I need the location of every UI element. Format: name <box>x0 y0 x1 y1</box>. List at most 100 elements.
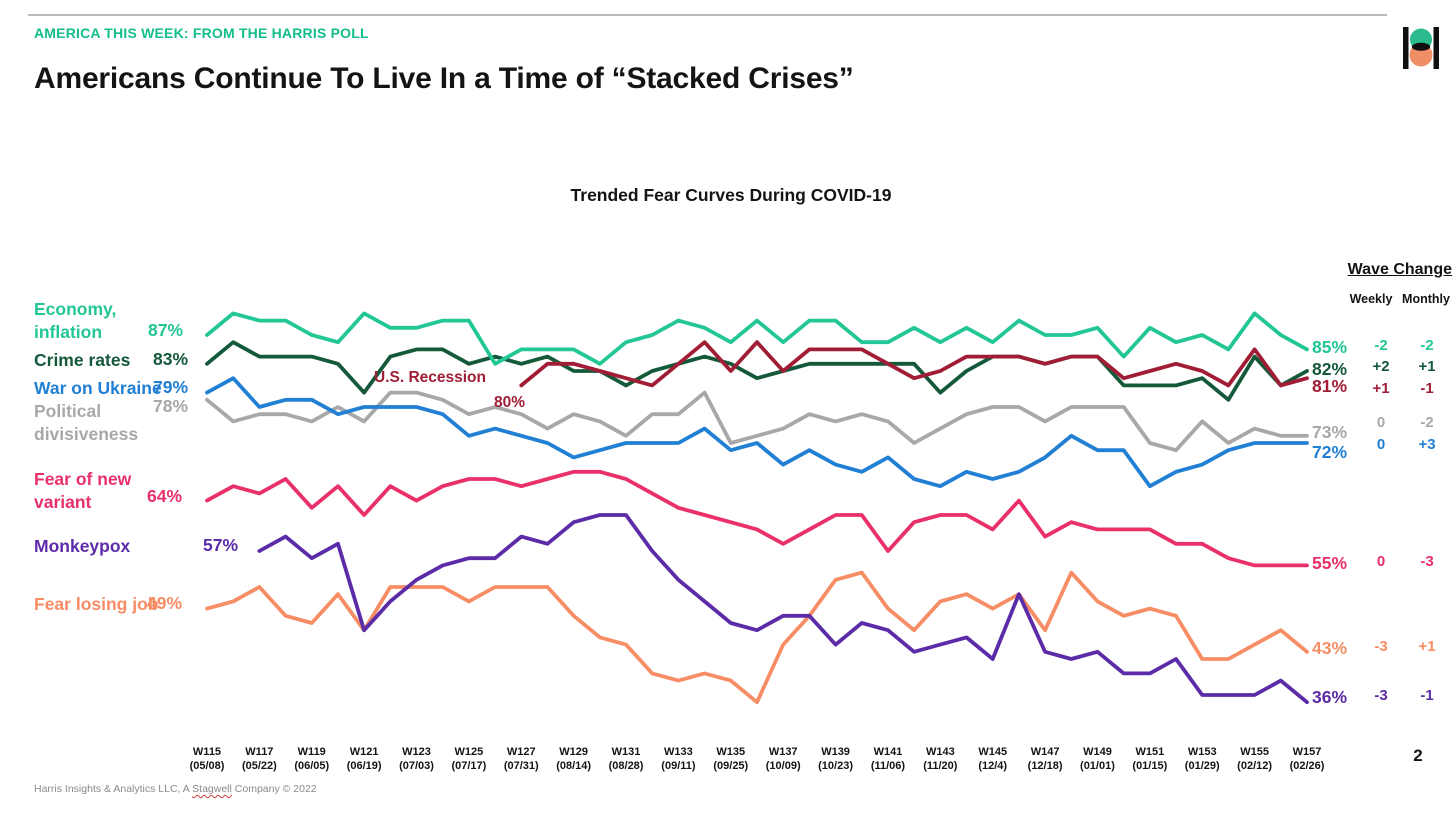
weekly-change-economy-inflation: -2 <box>1374 337 1388 354</box>
source-stagwell: Stagwell <box>192 783 232 795</box>
x-axis-date-label: (11/20) <box>923 760 958 772</box>
economy-inflation-line <box>205 311 1309 366</box>
x-axis-week-label: W157 <box>1292 746 1322 758</box>
x-axis-tick-W115: W115 (05/08) <box>175 745 239 773</box>
start-value-economy-inflation: 87% <box>148 320 184 340</box>
legend-label-monkeypox: Monkeypox <box>34 535 130 558</box>
start-value-political-divisiveness: 78% <box>153 396 189 416</box>
monkeypox-line <box>257 513 1309 705</box>
x-axis-week-label: W117 <box>245 746 274 758</box>
start-value-fear-of-new-variant: 64% <box>147 486 183 506</box>
harris-poll-logo-icon <box>1402 27 1440 69</box>
legend-label-war-on-ukraine: War on Ukraine <box>34 377 162 400</box>
legend-label-fear-losing-job: Fear losing job <box>34 593 158 616</box>
end-value-war-on-ukraine: 72% <box>1312 442 1348 462</box>
monthly-change-war-on-ukraine: +3 <box>1418 436 1436 453</box>
x-axis-tick-W145: W145 (12/4) <box>961 745 1025 773</box>
x-axis-tick-W127: W127 (07/31) <box>489 745 553 773</box>
x-axis-date-label: (02/26) <box>1289 760 1325 772</box>
x-axis-week-label: W127 <box>506 746 536 758</box>
x-axis-date-label: (11/06) <box>870 760 906 772</box>
legend-label-economy-inflation: Economy, inflation <box>34 298 116 344</box>
x-axis-date-label: (06/05) <box>294 760 330 772</box>
x-axis-date-label: (07/17) <box>451 760 487 772</box>
x-axis-date-label: (07/31) <box>503 760 539 772</box>
start-value-monkeypox: 57% <box>203 535 239 555</box>
weekly-change-fear-of-new-variant: 0 <box>1376 553 1386 570</box>
x-axis-date-label: (12/4) <box>978 760 1008 772</box>
legend-label-line: divisiveness <box>34 424 139 444</box>
weekly-change-crime-rates: +2 <box>1372 358 1390 375</box>
legend-label-fear-of-new-variant: Fear of new variant <box>34 468 131 514</box>
legend-label-line: Economy, <box>34 299 117 319</box>
wave-change-weekly-column: Weekly <box>1349 292 1393 306</box>
x-axis-tick-W133: W133 (09/11) <box>646 745 710 773</box>
x-axis-week-label: W141 <box>873 746 903 758</box>
weekly-change-political-divisiveness: 0 <box>1376 414 1386 431</box>
x-axis-date-label: (07/03) <box>399 760 434 772</box>
monthly-change-economy-inflation: -2 <box>1420 337 1434 354</box>
us-recession-line <box>519 340 1309 388</box>
page-title: Americans Continue To Live In a Time of … <box>34 62 854 95</box>
x-axis-week-label: W121 <box>349 746 379 758</box>
start-value-crime-rates: 83% <box>153 349 189 369</box>
monthly-change-fear-of-new-variant: -3 <box>1420 553 1434 570</box>
x-axis-tick-W125: W125 (07/17) <box>437 745 501 773</box>
legend-label-line: Monkeypox <box>34 536 131 556</box>
legend-label-political-divisiveness: Political divisiveness <box>34 400 138 446</box>
x-axis-tick-W151: W151 (01/15) <box>1118 745 1182 773</box>
war-on-ukraine-line <box>205 376 1309 489</box>
x-axis-week-label: W145 <box>978 746 1008 758</box>
x-axis-date-label: (08/28) <box>608 760 644 772</box>
monthly-change-political-divisiveness: -2 <box>1420 414 1434 431</box>
x-axis-tick-W147: W147 (12/18) <box>1013 745 1077 773</box>
monthly-change-crime-rates: +1 <box>1418 358 1436 375</box>
legend-label-line: Political <box>34 401 102 421</box>
x-axis-week-label: W153 <box>1187 746 1217 758</box>
x-axis-tick-W117: W117 (05/22) <box>227 745 291 773</box>
end-value-political-divisiveness: 73% <box>1312 422 1348 442</box>
x-axis-week-label: W119 <box>297 746 326 758</box>
end-value-monkeypox: 36% <box>1312 687 1348 707</box>
fear-of-new-variant-line <box>205 469 1309 568</box>
weekly-change-war-on-ukraine: 0 <box>1376 436 1386 453</box>
x-axis-tick-W149: W149 (01/01) <box>1065 745 1129 773</box>
crime-rates-line <box>205 340 1309 402</box>
end-value-crime-rates: 82% <box>1312 359 1348 379</box>
x-axis-date-label: (05/22) <box>241 760 277 772</box>
legend-label-line: Fear losing job <box>34 594 159 614</box>
x-axis-week-label: W135 <box>716 746 746 758</box>
x-axis-week-label: W133 <box>664 746 693 758</box>
monthly-change-fear-losing-job: +1 <box>1418 638 1436 655</box>
x-axis-tick-W157: W157 (02/26) <box>1275 745 1339 773</box>
x-axis-week-label: W143 <box>925 746 955 758</box>
x-axis-tick-W135: W135 (09/25) <box>699 745 763 773</box>
political-divisiveness-line <box>205 390 1309 453</box>
weekly-change-fear-losing-job: -3 <box>1374 638 1388 655</box>
x-axis-tick-W131: W131 (08/28) <box>594 745 658 773</box>
source-attribution: Harris Insights & Analytics LLC, A Stagw… <box>34 783 317 795</box>
source-prefix: Harris Insights & Analytics LLC, A <box>34 783 193 795</box>
legend-label-line: Fear of new <box>34 469 132 489</box>
weekly-change-us-recession: +1 <box>1372 380 1390 397</box>
monthly-change-us-recession: -1 <box>1420 380 1434 397</box>
legend-label-line: Crime rates <box>34 350 131 370</box>
start-value-war-on-ukraine: 79% <box>153 377 189 397</box>
source-suffix: Company © 2022 <box>231 783 317 795</box>
top-rule <box>28 14 1387 16</box>
weekly-change-monkeypox: -3 <box>1374 687 1388 704</box>
x-axis-date-label: (10/23) <box>818 760 853 772</box>
legend-label-line: War on Ukraine <box>34 378 162 398</box>
x-axis-week-label: W137 <box>768 746 798 758</box>
x-axis-week-label: W155 <box>1240 746 1269 758</box>
end-value-economy-inflation: 85% <box>1312 337 1348 357</box>
x-axis-date-label: (01/15) <box>1132 760 1168 772</box>
x-axis-week-label: W129 <box>559 746 589 758</box>
us-recession-annotation: U.S. Recession <box>374 369 486 386</box>
x-axis-tick-W155: W155 (02/12) <box>1223 745 1287 773</box>
x-axis-tick-W143: W143 (11/20) <box>908 745 972 773</box>
x-axis-week-label: W139 <box>821 746 850 758</box>
x-axis-date-label: (10/09) <box>765 760 801 772</box>
